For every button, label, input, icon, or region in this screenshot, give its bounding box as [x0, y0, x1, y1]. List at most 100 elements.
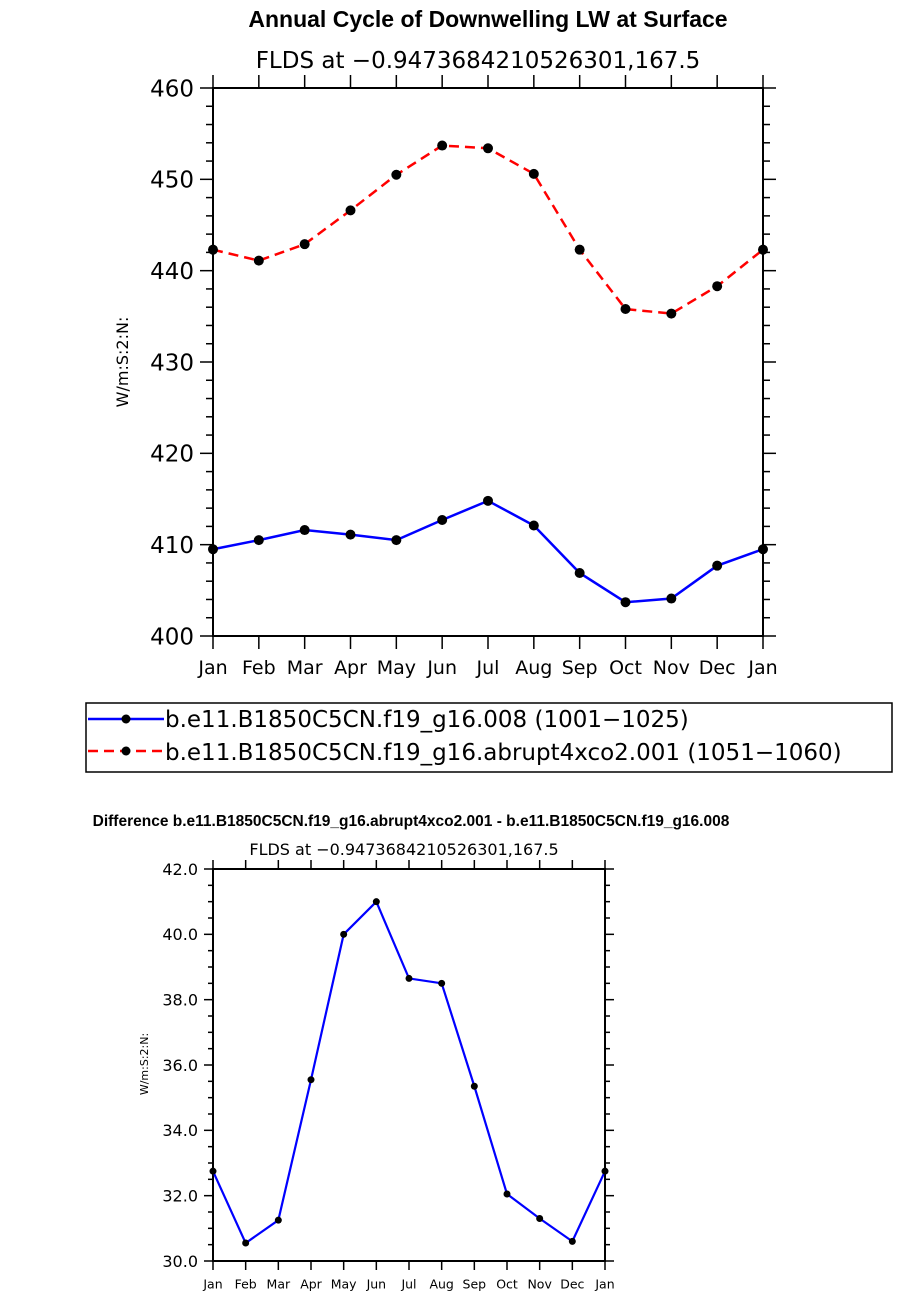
c1-series-1-point-0	[208, 244, 218, 255]
c2-xtick-label-3: Apr	[300, 1277, 322, 1292]
c1-series-0-point-3	[345, 529, 356, 540]
c2-xtick-label-0: Jan	[202, 1277, 222, 1292]
c1-xtick-label-11: Dec	[699, 657, 736, 679]
legend-marker-series-2	[121, 746, 131, 756]
c1-series-1-point-11	[712, 281, 723, 292]
c1-ytick-label-3: 430	[150, 350, 194, 376]
chart2-y-tick-labels: 30.0 32.0 34.0 36.0 38.0 40.0 42.0	[162, 860, 198, 1271]
c1-series-0-point-12	[758, 544, 768, 555]
c1-xtick-label-1: Feb	[242, 657, 276, 679]
c2-series-0-point-2	[274, 1216, 282, 1224]
c2-series-line-0	[211, 899, 606, 1245]
c2-series-0-point-7	[438, 979, 446, 987]
c1-xtick-label-7: Aug	[515, 657, 552, 679]
c1-series-0-point-2	[299, 525, 310, 536]
c2-ytick-label-2: 34.0	[162, 1121, 198, 1140]
c1-ytick-label-4: 440	[150, 259, 194, 285]
c1-xtick-label-9: Oct	[609, 657, 642, 679]
c1-series-1-point-6	[483, 143, 493, 154]
chart1-legend: b.e11.B1850C5CN.f19_g16.008 (1001−1025) …	[85, 702, 893, 773]
c2-series-0-point-12	[601, 1167, 609, 1175]
c2-xtick-label-6: Jul	[400, 1277, 416, 1292]
c1-series-1-point-7	[528, 168, 539, 179]
chart2-series	[209, 898, 609, 1247]
c2-xtick-label-5: Jun	[366, 1277, 387, 1292]
c2-xtick-label-4: May	[331, 1277, 357, 1292]
c2-series-0-point-4	[340, 930, 348, 938]
c1-series-1-point-12	[758, 244, 768, 255]
c1-series-0-point-10	[666, 593, 677, 604]
c2-series-0-point-11	[568, 1237, 576, 1245]
chart1-plot-frame	[212, 87, 764, 637]
chart1-ylabel: W/m:S:2:N:	[113, 317, 132, 408]
c1-xtick-label-10: Nov	[653, 657, 690, 679]
c1-xtick-label-0: Jan	[197, 657, 227, 679]
c1-ytick-label-2: 420	[150, 442, 194, 468]
c1-xtick-label-6: Jul	[476, 657, 500, 679]
c1-series-0-point-0	[208, 544, 218, 555]
c1-series-0-point-9	[620, 597, 631, 608]
c1-ytick-label-5: 450	[150, 168, 194, 194]
chart2-ticks	[204, 860, 614, 1270]
chart1-ticks	[200, 75, 776, 649]
c2-series-0-point-3	[307, 1076, 315, 1084]
chart-annual-cycle: Annual Cycle of Downwelling LW at Surfac…	[113, 6, 778, 679]
c2-ytick-label-4: 38.0	[162, 990, 198, 1009]
c2-series-0-point-10	[536, 1215, 544, 1223]
c1-ytick-label-0: 400	[150, 624, 194, 650]
chart1-x-tick-labels: Jan Feb Mar Apr May Jun Jul Aug Sep Oct Nov Dec Jan	[197, 657, 777, 679]
c2-series-0-point-5	[372, 898, 380, 906]
c1-ytick-label-1: 410	[150, 533, 194, 559]
c1-xtick-label-12: Jan	[747, 657, 777, 679]
c2-ytick-label-5: 40.0	[162, 925, 198, 944]
c1-series-0-point-7	[528, 520, 539, 531]
c1-xtick-label-4: May	[377, 657, 416, 679]
c2-ytick-label-3: 36.0	[162, 1056, 198, 1075]
c2-xtick-label-11: Dec	[560, 1277, 584, 1292]
c2-ytick-label-6: 42.0	[162, 860, 198, 879]
c2-series-0-point-1	[242, 1239, 250, 1247]
c1-series-1-point-3	[345, 205, 356, 216]
c1-xtick-label-2: Mar	[287, 657, 323, 679]
legend-marker-series-1	[121, 714, 131, 724]
c1-xtick-label-5: Jun	[426, 657, 457, 679]
chart2-plot-frame	[212, 868, 606, 1262]
c2-xtick-label-9: Oct	[496, 1277, 518, 1292]
legend-box	[85, 702, 893, 773]
c2-series-0-point-8	[470, 1082, 478, 1090]
c1-xtick-label-3: Apr	[334, 657, 367, 679]
c1-series-0-point-11	[712, 560, 723, 571]
chart1-title: Annual Cycle of Downwelling LW at Surfac…	[248, 6, 727, 32]
c1-series-0-point-1	[253, 535, 264, 546]
c2-xtick-label-12: Jan	[594, 1277, 614, 1292]
chart2-x-tick-labels: Jan Feb Mar Apr May Jun Jul Aug Sep Oct Nov Dec Jan	[202, 1277, 614, 1292]
chart2-subtitle: FLDS at −0.9473684210526301,167.5	[249, 840, 558, 859]
chart1-subtitle: FLDS at −0.9473684210526301,167.5	[256, 48, 701, 74]
c2-ytick-label-1: 32.0	[162, 1186, 198, 1205]
c1-series-1-point-4	[391, 169, 402, 180]
c2-xtick-label-1: Feb	[235, 1277, 257, 1292]
c1-series-0-point-5	[437, 515, 448, 526]
c1-series-1-point-10	[666, 308, 677, 319]
legend-label-series-2: b.e11.B1850C5CN.f19_g16.abrupt4xco2.001 …	[165, 740, 842, 766]
c1-xtick-label-8: Sep	[562, 657, 598, 679]
c1-series-1-point-1	[253, 255, 264, 266]
chart1-series	[208, 140, 768, 608]
c1-series-0-point-6	[483, 495, 493, 506]
chart-difference: Difference b.e11.B1850C5CN.f19_g16.abrup…	[93, 813, 730, 1292]
chart1-y-tick-labels: 400 410 420 430 440 450 460	[150, 76, 194, 650]
c2-series-0-point-0	[209, 1167, 217, 1175]
c1-series-1-point-5	[437, 140, 448, 151]
c2-xtick-label-7: Aug	[429, 1277, 453, 1292]
c2-xtick-label-2: Mar	[267, 1277, 291, 1292]
c1-series-1-point-2	[299, 239, 310, 250]
c1-series-0-point-8	[574, 567, 585, 578]
c1-series-line-1	[212, 144, 764, 315]
c2-series-0-point-6	[405, 974, 413, 982]
chart2-ylabel: W/m:S:2:N:	[138, 1033, 151, 1095]
legend-label-series-1: b.e11.B1850C5CN.f19_g16.008 (1001−1025)	[165, 707, 689, 733]
c1-series-line-0	[212, 499, 764, 604]
c1-ytick-label-6: 460	[150, 76, 194, 102]
c2-series-0-point-9	[503, 1190, 511, 1198]
